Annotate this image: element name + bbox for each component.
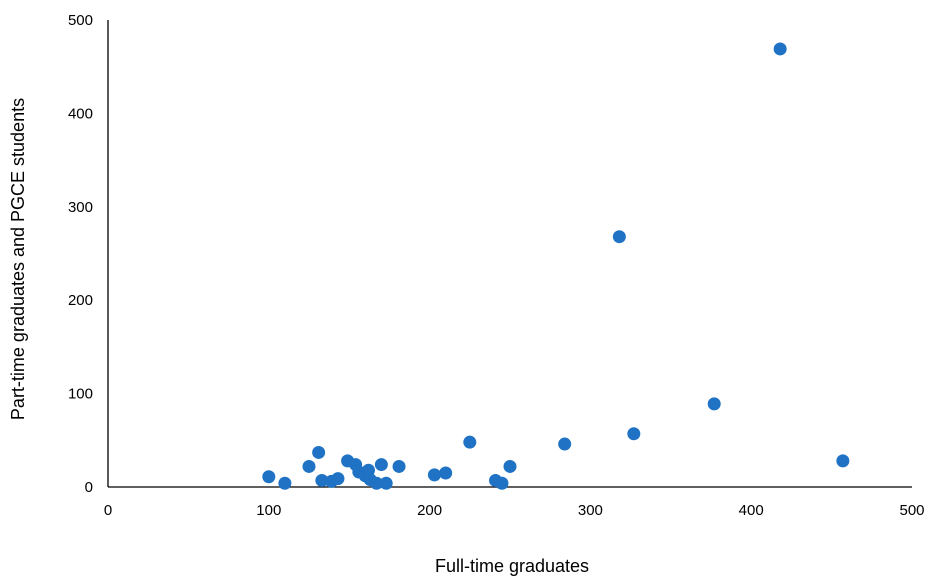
y-axis-title: Part-time graduates and PGCE students	[8, 98, 28, 420]
data-point	[427, 468, 441, 482]
data-point	[707, 397, 721, 411]
y-tick-labels: 0 100 200 300 400 500	[68, 12, 93, 496]
data-point	[379, 476, 393, 490]
data-point	[370, 476, 384, 490]
y-tick-label: 400	[68, 105, 93, 122]
data-point	[836, 454, 850, 468]
data-point	[312, 445, 326, 459]
data-point	[612, 230, 626, 244]
y-tick-label: 500	[68, 12, 93, 29]
data-point	[503, 459, 517, 473]
x-tick-label: 500	[899, 502, 924, 519]
data-point	[773, 42, 787, 56]
data-point	[315, 473, 329, 487]
data-point	[558, 437, 572, 451]
data-points	[262, 42, 850, 490]
x-tick-label: 200	[417, 502, 442, 519]
y-tick-label: 300	[68, 199, 93, 216]
y-tick-label: 0	[85, 479, 93, 496]
data-point	[439, 466, 453, 480]
data-point	[262, 470, 276, 484]
data-point	[302, 459, 316, 473]
y-tick-label: 100	[68, 386, 93, 403]
data-point	[463, 435, 477, 449]
data-point	[278, 476, 292, 490]
x-axis-title: Full-time graduates	[435, 556, 589, 576]
x-tick-label: 400	[739, 502, 764, 519]
x-tick-label: 300	[578, 502, 603, 519]
x-tick-labels: 0 100 200 300 400 500	[104, 502, 925, 519]
data-point	[331, 472, 345, 486]
data-point	[392, 459, 406, 473]
x-tick-label: 0	[104, 502, 112, 519]
x-tick-label: 100	[256, 502, 281, 519]
data-point	[374, 458, 388, 472]
y-tick-label: 200	[68, 292, 93, 309]
data-point	[627, 427, 641, 441]
data-point	[495, 476, 509, 490]
